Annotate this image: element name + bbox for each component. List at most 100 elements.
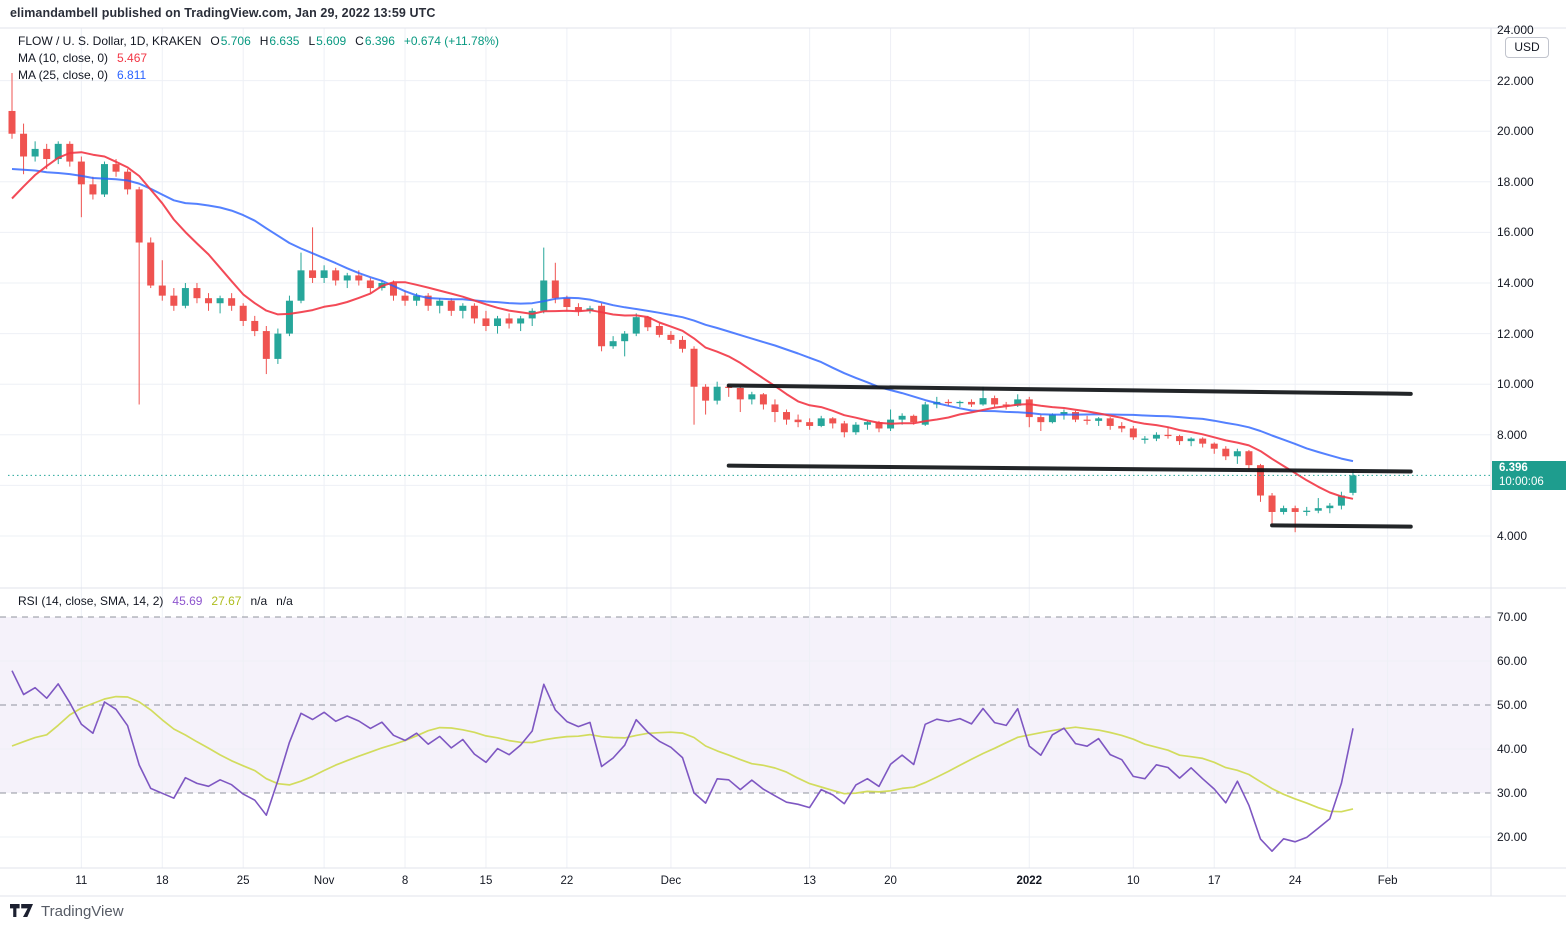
candle-body — [54, 143, 62, 160]
time-tick-label: 17 — [1207, 875, 1221, 887]
time-tick-label: 2022 — [1016, 875, 1043, 887]
time-tick-label: 25 — [236, 875, 250, 887]
candle-body — [170, 295, 178, 306]
rsi-tick-label: 70.00 — [1497, 610, 1528, 624]
candle-body — [147, 242, 155, 286]
rsi-tick-label: 20.00 — [1497, 830, 1528, 844]
symbol-title[interactable]: FLOW / U. S. Dollar, 1D, KRAKEN — [18, 34, 202, 48]
candle-body — [158, 285, 166, 296]
close-value: C 6.396 — [355, 34, 395, 48]
candle-body — [644, 317, 652, 328]
candle-body — [389, 283, 397, 296]
rsi-na-2: n/a — [276, 594, 293, 608]
candle-body — [1072, 412, 1080, 420]
chart-legend: FLOW / U. S. Dollar, 1D, KRAKEN O 5.706 H… — [18, 33, 499, 84]
price-tick-label: 20.000 — [1497, 124, 1534, 139]
candle-body — [598, 305, 606, 347]
candle-body — [1037, 417, 1045, 423]
last-price-badge: 6.396 10:00:06 — [1492, 461, 1566, 490]
price-tick-label: 8.000 — [1497, 427, 1528, 442]
candle-body — [470, 305, 478, 319]
ma10-legend-row[interactable]: MA (10, close, 0) 5.467 — [18, 51, 148, 65]
candle-body — [667, 334, 675, 340]
candle-body — [910, 415, 918, 423]
candle-body — [840, 423, 848, 433]
candle-body — [748, 394, 756, 400]
candle-body — [482, 318, 490, 327]
candle-body — [20, 133, 28, 157]
candle-body — [1048, 414, 1056, 423]
candle-body — [355, 275, 363, 281]
candle-body — [31, 148, 39, 157]
candle-body — [1095, 418, 1103, 421]
price-tick-label: 14.000 — [1497, 276, 1534, 290]
rsi-line — [11, 670, 1354, 853]
candle-body — [991, 398, 999, 405]
time-tick-label: 13 — [803, 875, 817, 887]
candle-body — [1210, 443, 1218, 449]
rsi-na-1: n/a — [250, 594, 268, 608]
candle-body — [1025, 399, 1033, 418]
last-price-value: 6.396 — [1499, 462, 1528, 474]
candle-body — [297, 270, 305, 301]
candle-body — [494, 318, 502, 327]
tradingview-watermark[interactable]: TradingView — [10, 903, 124, 920]
candle-body — [251, 320, 259, 332]
ma10-line — [11, 151, 1354, 500]
candle-body — [505, 318, 513, 324]
candle-body — [285, 300, 293, 334]
candle-body — [1233, 451, 1241, 457]
rsi-ma-line — [11, 695, 1354, 813]
candle-body — [135, 189, 143, 243]
price-tick-label: 22.000 — [1497, 73, 1534, 88]
candle-body — [563, 298, 571, 308]
candle-body — [1152, 434, 1160, 439]
symbol-legend-row[interactable]: FLOW / U. S. Dollar, 1D, KRAKEN O 5.706 H… — [18, 33, 499, 50]
ma25-line — [11, 168, 1354, 463]
candle-body — [829, 418, 837, 424]
time-tick-label: Nov — [313, 875, 335, 887]
time-tick-label: 8 — [401, 875, 409, 887]
candle-body — [1268, 495, 1276, 512]
candle-body — [193, 288, 201, 299]
candle-body — [1083, 419, 1091, 421]
candle-body — [1303, 510, 1311, 512]
currency-badge[interactable]: USD — [1505, 37, 1549, 58]
candle-body — [759, 394, 767, 405]
low-value: L 5.609 — [308, 34, 347, 48]
trendline — [726, 383, 1413, 396]
tradingview-logo-icon — [10, 904, 33, 917]
candle-body — [621, 333, 629, 342]
candle-body — [320, 270, 328, 278]
candle-body — [89, 184, 97, 195]
rsi-tick-label: 30.00 — [1497, 786, 1528, 800]
candle-body — [1106, 418, 1114, 426]
ma25-legend-row[interactable]: MA (25, close, 0) 6.811 — [18, 68, 147, 82]
candle-body — [655, 326, 663, 335]
candle-body — [1002, 404, 1010, 406]
candle-body — [181, 288, 189, 306]
candle-body — [817, 418, 825, 426]
candle-body — [1141, 438, 1149, 440]
price-tick-label: 24.000 — [1497, 23, 1534, 37]
candle-body — [459, 305, 467, 311]
candle-body — [678, 339, 686, 349]
rsi-tick-label: 60.00 — [1497, 654, 1528, 668]
open-value: O 5.706 — [210, 34, 251, 48]
candle-body — [413, 295, 421, 301]
time-tick-label: 24 — [1288, 875, 1302, 887]
candle-body — [43, 148, 51, 160]
candle-body — [956, 401, 964, 404]
candle-body — [551, 280, 559, 299]
candle-body — [1314, 508, 1322, 511]
candle-body — [1337, 495, 1345, 506]
candle-body — [366, 280, 374, 289]
candle-body — [863, 422, 871, 425]
candle-body — [1349, 475, 1357, 493]
candle-body — [517, 318, 525, 324]
candle-body — [205, 298, 213, 304]
rsi-tick-label: 40.00 — [1497, 742, 1528, 756]
rsi-legend-row[interactable]: RSI (14, close, SMA, 14, 2) 45.69 27.67 … — [18, 594, 293, 608]
